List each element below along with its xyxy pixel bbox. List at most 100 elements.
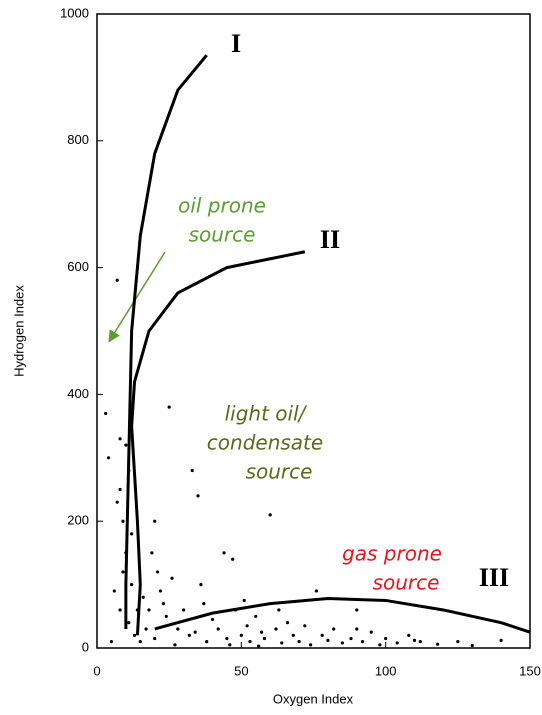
data-point bbox=[274, 627, 278, 631]
data-point bbox=[182, 608, 186, 612]
data-point bbox=[268, 513, 272, 517]
curve bbox=[130, 250, 306, 636]
data-point bbox=[228, 643, 232, 647]
data-point bbox=[150, 551, 154, 555]
data-point bbox=[499, 638, 503, 642]
data-point bbox=[470, 643, 474, 648]
data-point bbox=[245, 624, 249, 628]
data-point bbox=[239, 633, 243, 637]
data-point bbox=[456, 640, 460, 644]
data-point bbox=[124, 443, 128, 447]
data-point bbox=[147, 608, 151, 612]
data-point bbox=[332, 627, 336, 631]
data-point bbox=[320, 633, 324, 637]
annotation: gas prone bbox=[342, 542, 442, 566]
data-point bbox=[202, 602, 206, 606]
data-point bbox=[248, 640, 252, 644]
data-point bbox=[291, 633, 295, 637]
data-point bbox=[199, 583, 203, 587]
y-tick-label: 1000 bbox=[60, 5, 89, 20]
data-point bbox=[277, 608, 281, 612]
data-point bbox=[222, 551, 226, 555]
data-point bbox=[254, 614, 258, 618]
annotation: oil prone bbox=[178, 194, 266, 218]
data-point bbox=[355, 627, 359, 631]
data-point bbox=[153, 519, 157, 523]
data-point bbox=[355, 608, 359, 612]
data-point bbox=[395, 641, 399, 645]
x-tick-label: 150 bbox=[519, 663, 541, 678]
data-point bbox=[118, 608, 122, 612]
data-point bbox=[297, 640, 301, 644]
data-point bbox=[259, 630, 264, 634]
y-tick-label: 0 bbox=[82, 639, 89, 654]
data-point bbox=[112, 589, 116, 593]
data-point bbox=[109, 640, 114, 644]
data-point bbox=[257, 644, 261, 648]
x-axis-label: Oxygen Index bbox=[273, 691, 354, 706]
data-point bbox=[262, 636, 267, 641]
arrow bbox=[108, 251, 166, 343]
data-point bbox=[127, 621, 131, 625]
data-point bbox=[115, 278, 119, 282]
data-point bbox=[314, 589, 318, 593]
data-point bbox=[280, 641, 284, 645]
data-point bbox=[121, 519, 125, 523]
curve bbox=[124, 54, 208, 629]
data-point bbox=[407, 633, 411, 637]
plot-frame bbox=[96, 13, 531, 649]
annotation: source bbox=[373, 571, 440, 595]
data-point bbox=[161, 602, 165, 606]
data-point bbox=[156, 570, 160, 574]
x-tick-label: 100 bbox=[375, 663, 397, 678]
data-point bbox=[153, 636, 157, 641]
annotation: condensate bbox=[207, 431, 323, 455]
data-point bbox=[144, 627, 148, 631]
data-point bbox=[418, 640, 422, 644]
data-point bbox=[303, 624, 307, 628]
y-tick-label: 400 bbox=[67, 386, 89, 401]
annotation: source bbox=[189, 223, 256, 247]
data-point bbox=[176, 627, 180, 631]
data-point bbox=[130, 583, 134, 587]
data-point bbox=[436, 642, 440, 646]
data-point bbox=[170, 576, 174, 580]
data-point bbox=[106, 456, 111, 460]
data-point bbox=[216, 627, 220, 631]
x-tick-label: 0 bbox=[93, 663, 100, 678]
data-point bbox=[205, 640, 209, 644]
data-point bbox=[118, 437, 122, 441]
data-point bbox=[412, 638, 417, 642]
data-point bbox=[130, 532, 134, 536]
data-point bbox=[326, 638, 330, 642]
data-point bbox=[193, 630, 197, 634]
data-point bbox=[118, 487, 122, 492]
y-axis-label: Hydrogen Index bbox=[11, 285, 26, 377]
curve-label: II bbox=[320, 225, 340, 254]
y-tick-label: 800 bbox=[67, 132, 89, 147]
y-tick-label: 600 bbox=[67, 259, 89, 274]
data-point bbox=[190, 468, 194, 473]
data-point bbox=[384, 636, 388, 641]
data-point bbox=[141, 595, 145, 599]
x-tick-label: 50 bbox=[234, 663, 248, 678]
data-point bbox=[309, 643, 313, 647]
data-point bbox=[378, 643, 382, 647]
curve bbox=[154, 597, 531, 634]
data-point bbox=[225, 636, 229, 641]
curve-label: I bbox=[231, 29, 241, 58]
annotation: source bbox=[246, 460, 313, 484]
data-point bbox=[164, 614, 168, 618]
data-point bbox=[360, 640, 365, 644]
data-point bbox=[242, 598, 246, 603]
data-point bbox=[138, 640, 142, 644]
data-point bbox=[210, 617, 215, 622]
data-point bbox=[167, 405, 171, 409]
data-point bbox=[196, 494, 200, 498]
y-tick-label: 200 bbox=[67, 513, 89, 528]
data-point bbox=[349, 636, 353, 641]
data-point bbox=[187, 633, 191, 637]
annotation: light oil/ bbox=[225, 402, 308, 426]
curve-label: III bbox=[479, 563, 509, 592]
